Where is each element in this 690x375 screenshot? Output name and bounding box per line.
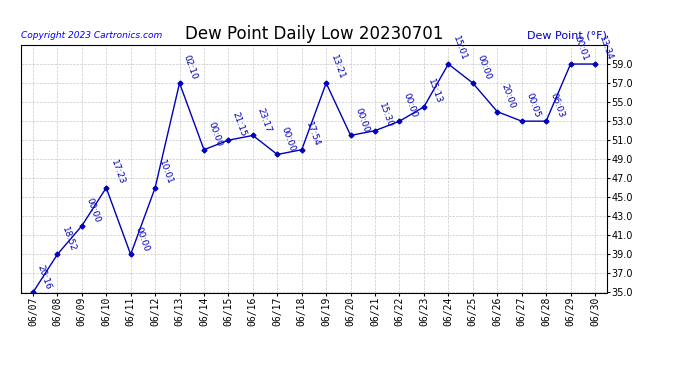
Text: 20:16: 20:16 bbox=[35, 263, 52, 291]
Title: Dew Point Daily Low 20230701: Dew Point Daily Low 20230701 bbox=[185, 26, 443, 44]
Text: 00:00: 00:00 bbox=[279, 125, 297, 153]
Text: 06:03: 06:03 bbox=[549, 92, 566, 119]
Text: 00:00: 00:00 bbox=[133, 225, 150, 252]
Text: 00:00: 00:00 bbox=[206, 120, 224, 148]
Text: 20:00: 20:00 bbox=[500, 82, 517, 110]
Text: 13:34: 13:34 bbox=[598, 35, 615, 62]
Text: 21:15: 21:15 bbox=[231, 111, 248, 138]
Text: 23:17: 23:17 bbox=[255, 106, 273, 134]
Text: 00:05: 00:05 bbox=[524, 92, 542, 119]
Text: 00:00: 00:00 bbox=[475, 54, 493, 81]
Text: 17:54: 17:54 bbox=[304, 120, 322, 148]
Text: 13:21: 13:21 bbox=[328, 54, 346, 81]
Text: 15:30: 15:30 bbox=[377, 101, 395, 129]
Text: Dew Point (°F): Dew Point (°F) bbox=[527, 30, 607, 40]
Text: 00:00: 00:00 bbox=[353, 106, 371, 134]
Text: 17:23: 17:23 bbox=[109, 159, 126, 186]
Text: 00:01: 00:01 bbox=[573, 35, 590, 62]
Text: 00:00: 00:00 bbox=[402, 92, 420, 119]
Text: 15:01: 15:01 bbox=[451, 35, 468, 62]
Text: 18:52: 18:52 bbox=[60, 225, 77, 252]
Text: 15:13: 15:13 bbox=[426, 78, 444, 105]
Text: 10:01: 10:01 bbox=[157, 159, 175, 186]
Text: 00:00: 00:00 bbox=[84, 196, 101, 224]
Text: 02:10: 02:10 bbox=[182, 54, 199, 81]
Text: Copyright 2023 Cartronics.com: Copyright 2023 Cartronics.com bbox=[21, 31, 162, 40]
